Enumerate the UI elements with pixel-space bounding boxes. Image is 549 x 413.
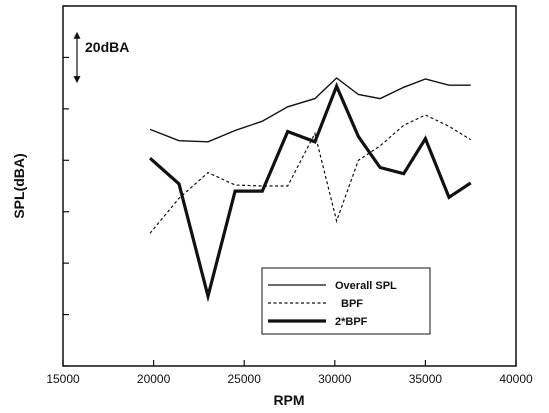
x-axis-ticks: 15000 20000 25000 30000 35000 40000 (46, 360, 533, 386)
series-line-2 (148, 81, 472, 303)
y-axis-title: SPL(dBA) (11, 153, 27, 218)
series-layer (148, 77, 472, 303)
legend-box (261, 267, 431, 335)
legend-label-overall-spl: Overall SPL (335, 280, 397, 292)
scale-arrow-head-bottom (73, 76, 81, 84)
series-line-1 (149, 114, 472, 234)
x-tick-label-30000: 30000 (318, 372, 352, 386)
x-tick-label-35000: 35000 (409, 372, 443, 386)
x-tick-label-15000: 15000 (46, 372, 80, 386)
plot-frame (62, 5, 517, 367)
y-axis-ticks (63, 5, 69, 367)
x-tick-label-40000: 40000 (499, 372, 533, 386)
x-tick-label-20000: 20000 (137, 372, 171, 386)
x-axis-title: RPM (273, 392, 304, 408)
legend-label-2bpf: 2*BPF (335, 316, 368, 328)
legend-label-bpf: BPF (341, 298, 363, 310)
scale-arrow-head-top (73, 31, 81, 39)
series-line-0 (149, 77, 471, 143)
scale-annotation-label: 20dBA (85, 39, 129, 55)
legend: Overall SPL BPF 2*BPF (261, 267, 431, 335)
x-tick-label-25000: 25000 (228, 372, 262, 386)
scale-annotation: 20dBA (73, 31, 129, 84)
